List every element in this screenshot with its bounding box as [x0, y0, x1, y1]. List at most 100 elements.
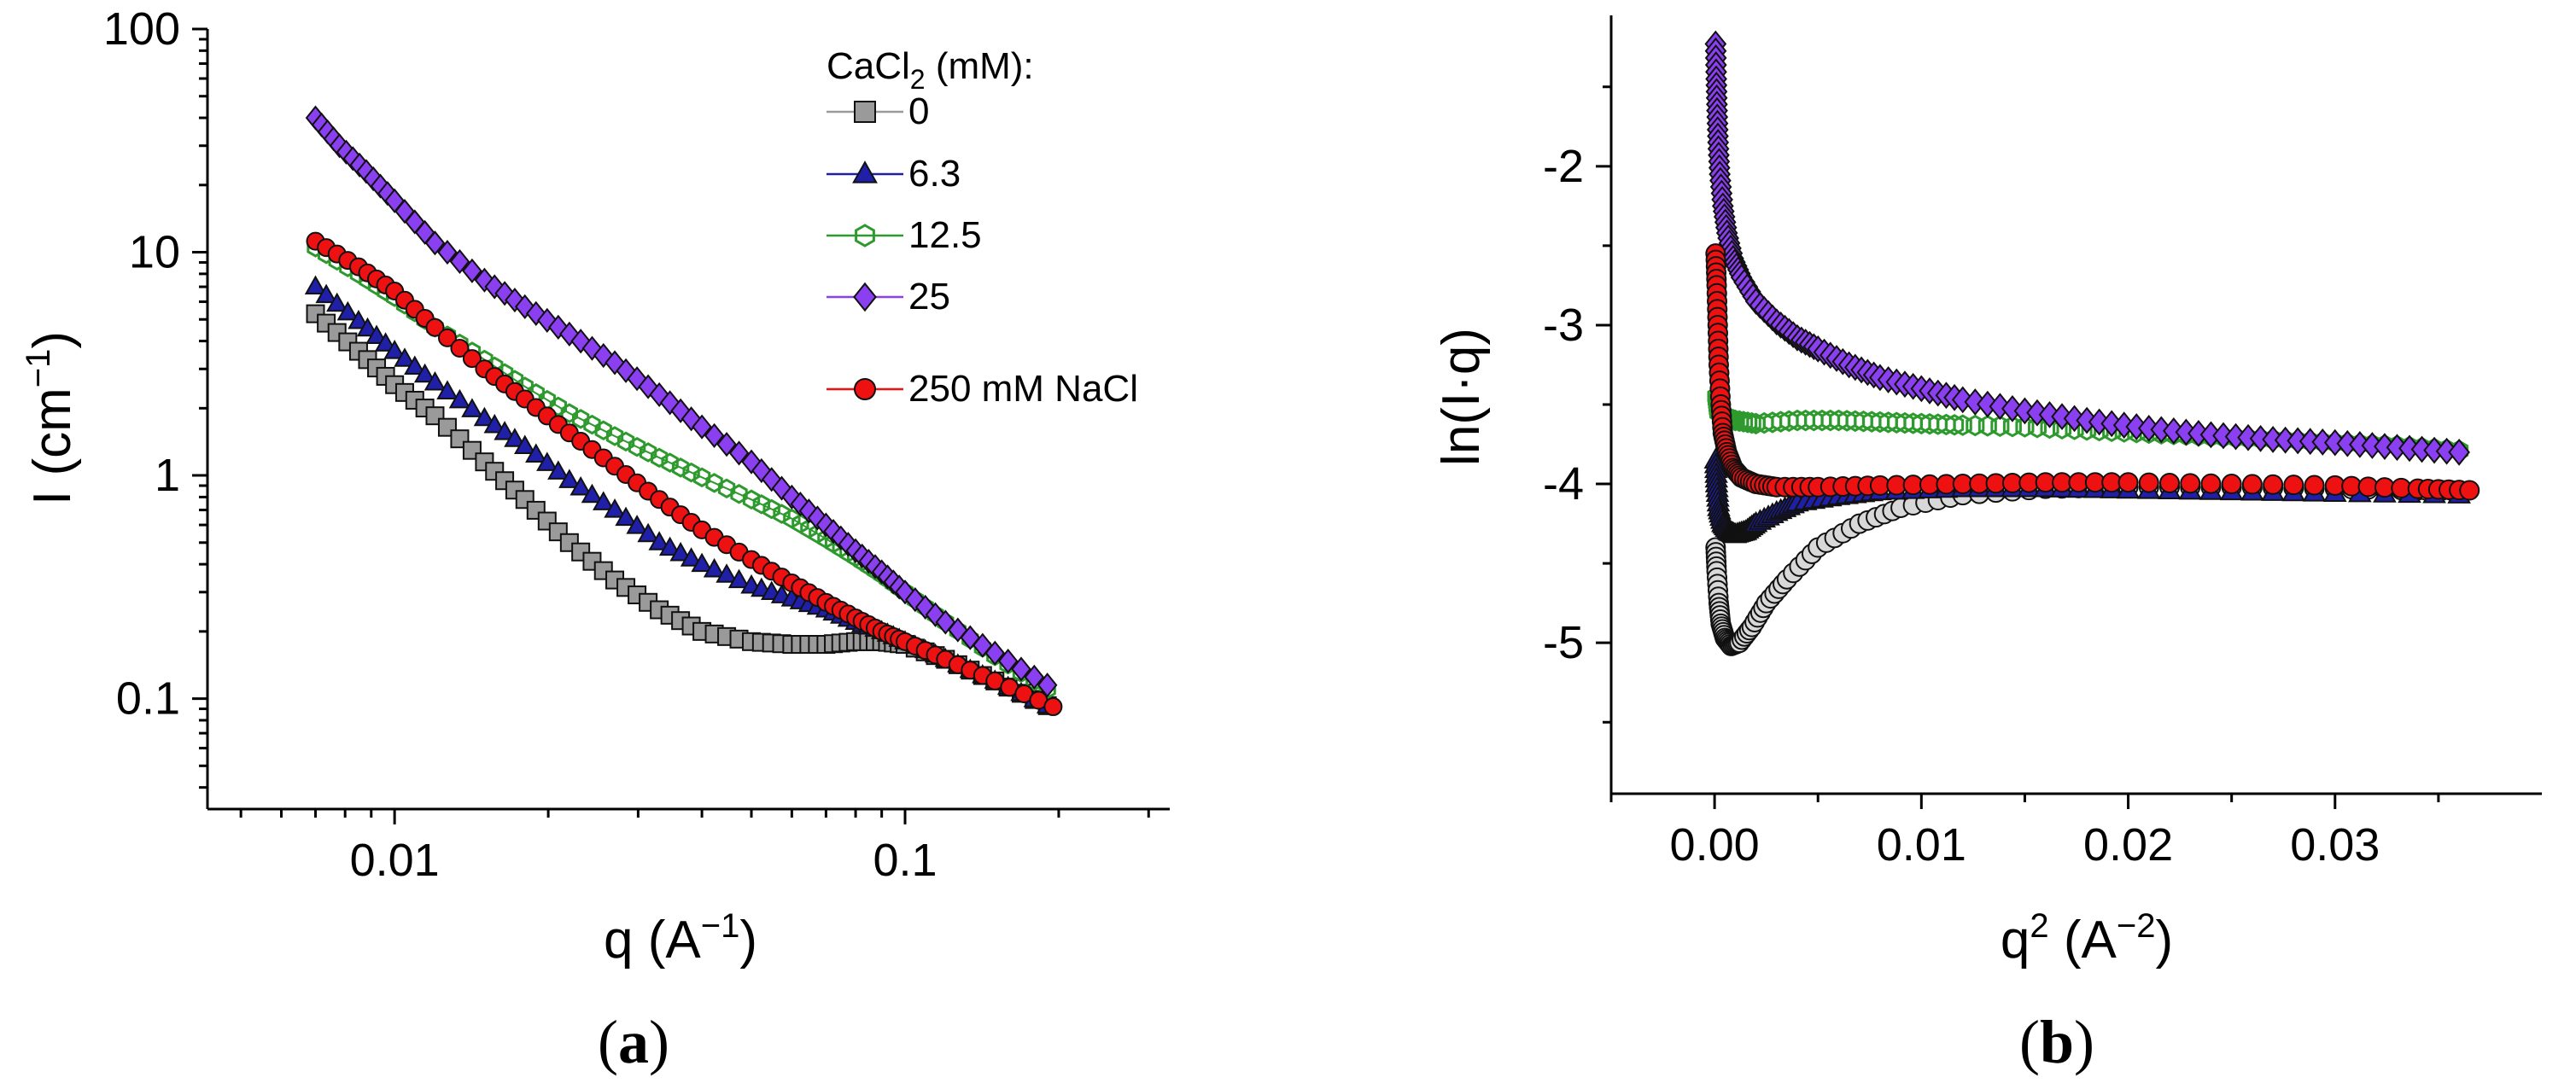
a-s3-point-43 — [728, 440, 750, 466]
legend-label-1: 6.3 — [908, 153, 961, 195]
a-s1-point-35 — [680, 547, 703, 567]
a-s3-point-18 — [449, 248, 470, 275]
b-y-tick-label-2: -4 — [1543, 458, 1584, 510]
b-s4-point-78 — [2180, 473, 2201, 494]
legend-marker-1-point-0 — [852, 160, 878, 183]
a-s1-point-5 — [356, 317, 379, 337]
a-s1-point-4 — [348, 310, 370, 329]
b-s3-point-120 — [2448, 438, 2470, 466]
b-s4-point-76 — [2138, 472, 2159, 493]
a-s1-point-8 — [383, 340, 406, 359]
a-y-tick-label-0: 0.1 — [116, 673, 180, 725]
a-s2-point-31 — [639, 442, 657, 463]
legend-marker-2-point-0 — [855, 224, 875, 248]
a-s2-point-35 — [682, 462, 700, 483]
panel-a-y-axis-title: I (cm−1) — [20, 331, 82, 505]
a-s2-point-41 — [752, 494, 771, 515]
a-s1-point-11 — [413, 363, 436, 383]
a-s1-point-27 — [593, 491, 615, 510]
a-s3-point-75 — [1024, 664, 1045, 690]
a-x-tick-label-1: 0.1 — [873, 835, 937, 886]
legend-label-0: 0 — [908, 90, 929, 132]
a-s2-point-40 — [742, 489, 761, 510]
a-s3-point-76 — [1037, 673, 1058, 698]
a-s4-point-13 — [437, 328, 457, 347]
panel-a-log-log-chart: 0.1 1 10 100 0.01 0.1 I (cm−1) q (A−1) (a) Ca… — [20, 3, 1170, 1076]
legend-item-1: 6.3 — [827, 153, 961, 195]
a-s3-point-74 — [1011, 656, 1031, 682]
a-s1-point-21 — [525, 443, 547, 463]
a-s1-point-19 — [504, 428, 526, 447]
a-s3-point-19 — [462, 258, 482, 283]
panel-b-ticks: -2 -3 -4 -5 0.00 0.01 0.02 0.03 — [1543, 85, 2440, 871]
a-s2-point-43 — [773, 504, 791, 524]
b-series-25 — [1704, 30, 2470, 466]
a-s1-point-17 — [483, 413, 505, 434]
legend-items: 0 6.3 12.5 25 250 mM NaCl — [827, 90, 1138, 410]
a-s2-point-34 — [671, 457, 690, 478]
a-s1-point-39 — [727, 568, 751, 589]
a-s1-point-23 — [547, 460, 570, 480]
a-s2-point-28 — [605, 426, 624, 446]
b-s4-point-84 — [2304, 475, 2325, 496]
a-s2-point-29 — [616, 431, 635, 452]
b-series-250-mM-NaCl — [1705, 243, 2480, 501]
a-s1-point-1 — [315, 283, 337, 304]
panel-a-label: (a) — [598, 1008, 669, 1076]
panel-a-series — [304, 105, 1063, 717]
a-s1-point-9 — [394, 347, 416, 367]
a-s1-point-24 — [558, 469, 581, 488]
a-s1-point-12 — [423, 370, 447, 391]
a-y-tick-label-1: 1 — [155, 450, 180, 501]
a-s1-point-0 — [304, 275, 327, 295]
a-s1-point-14 — [448, 388, 471, 409]
a-s2-point-26 — [583, 414, 601, 435]
a-s1-point-20 — [514, 434, 536, 454]
a-s2-point-25 — [571, 409, 590, 429]
b-s4-point-81 — [2241, 474, 2263, 495]
a-s3-point-42 — [716, 432, 737, 457]
a-s4-point-72 — [1043, 697, 1063, 717]
a-s1-point-28 — [604, 498, 626, 518]
b-s4-point-75 — [2117, 472, 2139, 493]
a-s2-point-39 — [730, 484, 748, 504]
a-s1-point-38 — [716, 563, 738, 583]
b-s2-point-48 — [1990, 415, 2010, 438]
b-s2-point-50 — [2015, 416, 2035, 438]
a-series-line-1 — [314, 286, 1049, 707]
b-s4-point-77 — [2159, 472, 2180, 493]
a-s2-point-37 — [705, 473, 723, 493]
a-s3-point-41 — [704, 422, 725, 449]
a-s1-point-34 — [669, 541, 692, 562]
b-s2-point-47 — [1977, 415, 1997, 437]
a-s1-point-32 — [648, 531, 670, 550]
a-s1-point-3 — [336, 300, 359, 321]
legend-marker-0-point-0 — [854, 101, 876, 123]
a-s2-point-30 — [628, 436, 646, 457]
b-x-tick-label-1: 0.01 — [1877, 819, 1966, 871]
a-s3-point-17 — [437, 239, 458, 265]
panel-a-legend: CaCl2 (mM): 0 6.3 12.5 25 250 mM NaCl — [827, 45, 1138, 410]
a-s2-point-33 — [661, 452, 679, 473]
b-y-tick-label-0: -2 — [1543, 141, 1584, 192]
b-s4-point-83 — [2283, 475, 2304, 496]
b-s4-point-79 — [2200, 473, 2222, 494]
a-s3-point-73 — [997, 648, 1019, 674]
a-s1-point-16 — [473, 406, 496, 427]
a-s1-point-6 — [365, 324, 388, 345]
b-y-tick-label-3: -5 — [1543, 617, 1584, 668]
panel-b-guinier-chart: -2 -3 -4 -5 0.00 0.01 0.02 0.03 ln(I·q) q2 (A−2… — [1432, 15, 2542, 1076]
legend-marker-4-point-0 — [854, 378, 876, 400]
a-s1-point-31 — [637, 522, 659, 543]
a-s2-point-42 — [762, 498, 780, 520]
b-s2-point-45 — [1953, 414, 1972, 436]
a-s1-point-30 — [626, 515, 648, 534]
panel-b-series — [1703, 30, 2480, 656]
a-s1-point-37 — [703, 557, 726, 578]
a-s1-point-36 — [691, 552, 713, 573]
a-s1-point-25 — [570, 476, 592, 496]
a-s1-point-10 — [404, 355, 426, 376]
a-s3-point-16 — [424, 230, 446, 256]
a-s3-point-72 — [984, 640, 1006, 666]
legend-label-2: 12.5 — [908, 214, 982, 256]
